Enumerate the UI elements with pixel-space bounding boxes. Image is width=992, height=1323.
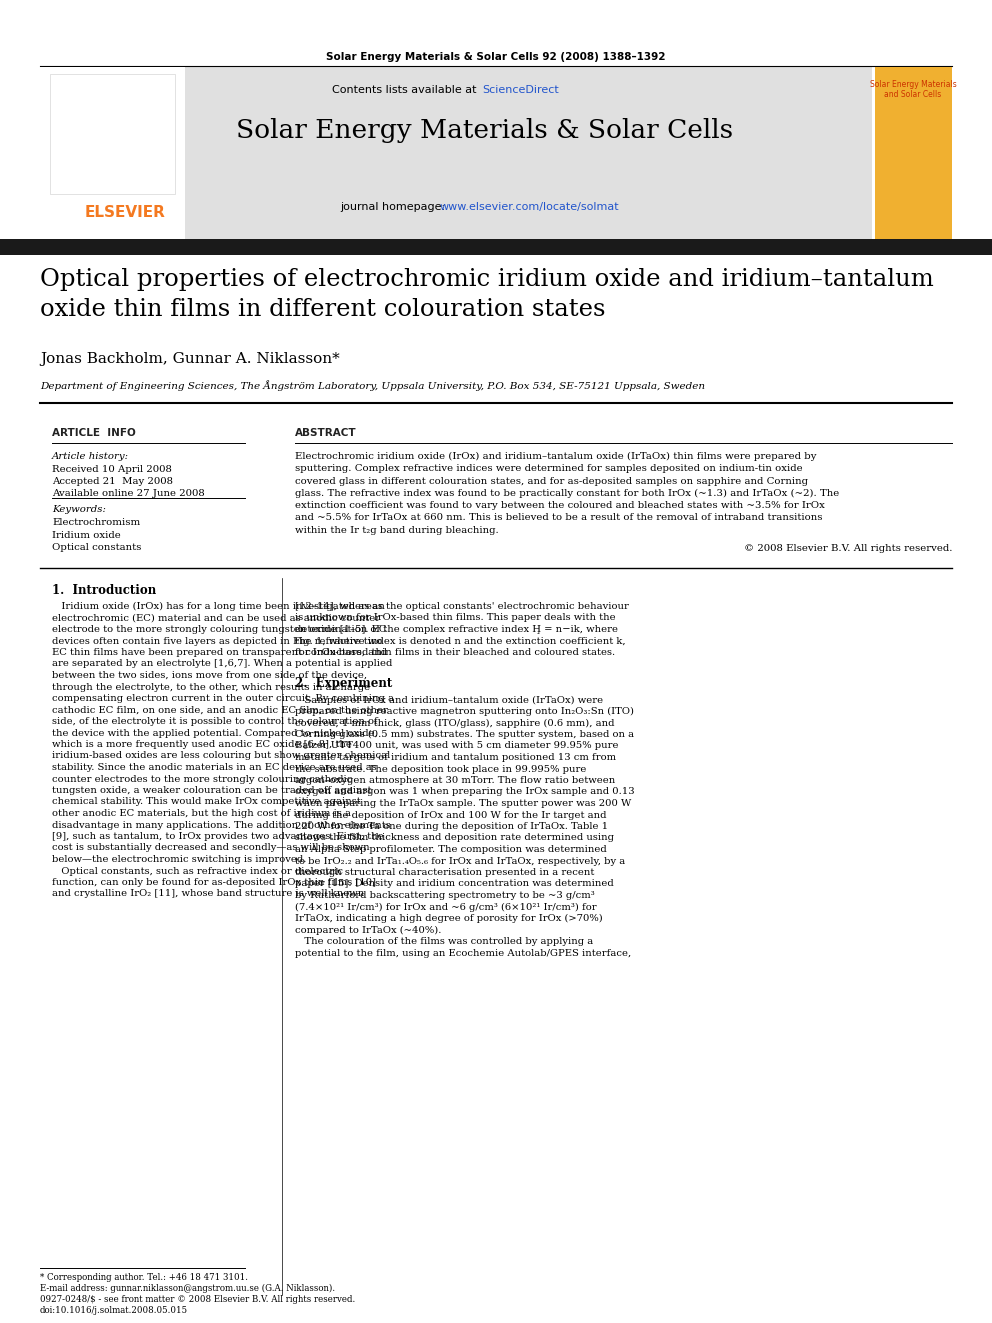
Text: shows the film thickness and deposition rate determined using: shows the film thickness and deposition … [295,833,614,843]
Text: www.elsevier.com/locate/solmat: www.elsevier.com/locate/solmat [440,202,620,212]
Text: cost is substantially decreased and secondly—as will be shown: cost is substantially decreased and seco… [52,844,370,852]
Text: Iridium oxide (IrOx) has for a long time been investigated as an: Iridium oxide (IrOx) has for a long time… [52,602,385,611]
Text: for IrOx-based thin films in their bleached and coloured states.: for IrOx-based thin films in their bleac… [295,648,615,658]
Text: determination of the complex refractive index Ḩ = n−ik, where: determination of the complex refractive … [295,624,618,634]
Text: glass. The refractive index was found to be practically constant for both IrOx (: glass. The refractive index was found to… [295,490,839,497]
Text: argon–oxygen atmosphere at 30 mTorr. The flow ratio between: argon–oxygen atmosphere at 30 mTorr. The… [295,777,615,785]
Text: E-mail address: gunnar.niklasson@angstrom.uu.se (G.A. Niklasson).: E-mail address: gunnar.niklasson@angstro… [40,1285,335,1293]
Text: potential to the film, using an Ecochemie Autolab/GPES interface,: potential to the film, using an Ecochemi… [295,949,631,958]
Text: the refractive index is denoted n and the extinction coefficient k,: the refractive index is denoted n and th… [295,636,626,646]
Text: Contents lists available at: Contents lists available at [332,85,480,95]
Text: [9], such as tantalum, to IrOx provides two advantages. First, the: [9], such as tantalum, to IrOx provides … [52,832,384,841]
Text: metallic targets of iridium and tantalum positioned 13 cm from: metallic targets of iridium and tantalum… [295,753,616,762]
Text: an Alpha Step profilometer. The composition was determined: an Alpha Step profilometer. The composit… [295,845,607,855]
Text: 2.  Experiment: 2. Experiment [295,677,392,691]
Text: Solar Energy Materials & Solar Cells 92 (2008) 1388–1392: Solar Energy Materials & Solar Cells 92 … [326,52,666,62]
Text: Solar Energy Materials & Solar Cells: Solar Energy Materials & Solar Cells [236,118,733,143]
Text: through the electrolyte, to the other, which results in a charge: through the electrolyte, to the other, w… [52,683,370,692]
Text: 1.  Introduction: 1. Introduction [52,583,157,597]
Text: thorough structural characterisation presented in a recent: thorough structural characterisation pre… [295,868,594,877]
Text: electrochromic (EC) material and can be used as anodic counter: electrochromic (EC) material and can be … [52,614,380,623]
Text: The colouration of the films was controlled by applying a: The colouration of the films was control… [295,937,593,946]
Text: Samples of IrOx and iridium–tantalum oxide (IrTaOx) were: Samples of IrOx and iridium–tantalum oxi… [295,696,603,705]
Text: prepared using reactive magnetron sputtering onto In₂O₃:Sn (ITO): prepared using reactive magnetron sputte… [295,706,634,716]
Text: * Corresponding author. Tel.: +46 18 471 3101.: * Corresponding author. Tel.: +46 18 471… [40,1273,248,1282]
Text: Article history:: Article history: [52,452,129,460]
Text: function, can only be found for as-deposited IrOx thin films [10]: function, can only be found for as-depos… [52,878,376,886]
Text: 0927-0248/$ - see front matter © 2008 Elsevier B.V. All rights reserved.: 0927-0248/$ - see front matter © 2008 El… [40,1295,355,1304]
Text: below—the electrochromic switching is improved.: below—the electrochromic switching is im… [52,855,307,864]
Text: Accepted 21  May 2008: Accepted 21 May 2008 [52,478,173,486]
Text: doi:10.1016/j.solmat.2008.05.015: doi:10.1016/j.solmat.2008.05.015 [40,1306,188,1315]
Text: Solar Energy Materials
and Solar Cells: Solar Energy Materials and Solar Cells [870,79,956,99]
Text: Department of Engineering Sciences, The Ångström Laboratory, Uppsala University,: Department of Engineering Sciences, The … [40,380,705,390]
Text: during the deposition of IrOx and 100 W for the Ir target and: during the deposition of IrOx and 100 W … [295,811,606,819]
Text: to be IrO₂.₂ and IrTa₁.₄O₅.₆ for IrOx and IrTaOx, respectively, by a: to be IrO₂.₂ and IrTa₁.₄O₅.₆ for IrOx an… [295,856,625,865]
Text: ARTICLE  INFO: ARTICLE INFO [52,429,136,438]
Text: Optical constants, such as refractive index or dielectric: Optical constants, such as refractive in… [52,867,343,876]
Text: Electrochromic iridium oxide (IrOx) and iridium–tantalum oxide (IrTaOx) thin fil: Electrochromic iridium oxide (IrOx) and … [295,452,816,462]
Text: Keywords:: Keywords: [52,505,106,515]
Text: the substrate. The deposition took place in 99.995% pure: the substrate. The deposition took place… [295,765,586,774]
Text: within the Ir t₂g band during bleaching.: within the Ir t₂g band during bleaching. [295,525,499,534]
Text: tungsten oxide, a weaker colouration can be traded off against: tungsten oxide, a weaker colouration can… [52,786,371,795]
Text: © 2008 Elsevier B.V. All rights reserved.: © 2008 Elsevier B.V. All rights reserved… [743,544,952,553]
Text: [12–14], whereas the optical constants' electrochromic behaviour: [12–14], whereas the optical constants' … [295,602,629,611]
Text: ScienceDirect: ScienceDirect [482,85,558,95]
Text: covered glass in different colouration states, and for as-deposited samples on s: covered glass in different colouration s… [295,476,808,486]
Text: between the two sides, ions move from one side of the device,: between the two sides, ions move from on… [52,671,367,680]
Text: (7.4×10²¹ Ir/cm³) for IrOx and ~6 g/cm³ (6×10²¹ Ir/cm³) for: (7.4×10²¹ Ir/cm³) for IrOx and ~6 g/cm³ … [295,902,596,912]
Text: IrTaOx, indicating a high degree of porosity for IrOx (>70%): IrTaOx, indicating a high degree of poro… [295,914,603,923]
Text: the device with the applied potential. Compared to nickel oxide,: the device with the applied potential. C… [52,729,378,737]
Text: chemical stability. This would make IrOx competitive against: chemical stability. This would make IrOx… [52,798,361,807]
Text: extinction coefficient was found to vary between the coloured and bleached state: extinction coefficient was found to vary… [295,501,825,511]
Text: paper [15]. Density and iridium concentration was determined: paper [15]. Density and iridium concentr… [295,880,614,889]
Text: ABSTRACT: ABSTRACT [295,429,357,438]
Text: Optical constants: Optical constants [52,542,142,552]
Bar [50,74,175,194]
Text: stability. Since the anodic materials in an EC device are used as: stability. Since the anodic materials in… [52,763,377,773]
Bar [875,67,952,239]
Text: Jonas Backholm, Gunnar A. Niklasson*: Jonas Backholm, Gunnar A. Niklasson* [40,352,339,366]
Text: devices often contain five layers as depicted in Fig. 1, where two: devices often contain five layers as dep… [52,636,382,646]
Text: and crystalline IrO₂ [11], whose band structure is well known: and crystalline IrO₂ [11], whose band st… [52,889,364,898]
Text: when preparing the IrTaOx sample. The sputter power was 200 W: when preparing the IrTaOx sample. The sp… [295,799,631,808]
Text: compared to IrTaOx (~40%).: compared to IrTaOx (~40%). [295,926,441,934]
Text: other anodic EC materials, but the high cost of iridium is a: other anodic EC materials, but the high … [52,808,351,818]
Text: cathodic EC film, on one side, and an anodic EC film, on the other: cathodic EC film, on one side, and an an… [52,705,388,714]
Text: oxide thin films in different colouration states: oxide thin films in different colouratio… [40,298,605,321]
Text: iridium-based oxides are less colouring but show greater chemical: iridium-based oxides are less colouring … [52,751,390,761]
Text: ELSEVIER: ELSEVIER [85,205,166,220]
Text: compensating electron current in the outer circuit. By combining a: compensating electron current in the out… [52,695,394,703]
Text: covered, 1 mm thick, glass (ITO/glass), sapphire (0.6 mm), and: covered, 1 mm thick, glass (ITO/glass), … [295,718,614,728]
Text: oxygen and argon was 1 when preparing the IrOx sample and 0.13: oxygen and argon was 1 when preparing th… [295,787,635,796]
Text: Optical properties of electrochromic iridium oxide and iridium–tantalum: Optical properties of electrochromic iri… [40,269,933,291]
Text: Corning glass (0.5 mm) substrates. The sputter system, based on a: Corning glass (0.5 mm) substrates. The s… [295,730,634,740]
Text: Electrochromism: Electrochromism [52,519,140,527]
Bar [40,67,872,239]
Text: which is a more frequently used anodic EC oxide [6–8], the: which is a more frequently used anodic E… [52,740,352,749]
Text: 220 W for the Ta one during the deposition of IrTaOx. Table 1: 220 W for the Ta one during the depositi… [295,822,608,831]
Bar [0,239,992,255]
Bar [40,67,185,239]
Text: sputtering. Complex refractive indices were determined for samples deposited on : sputtering. Complex refractive indices w… [295,464,803,474]
Text: by Rutherford backscattering spectrometry to be ~3 g/cm³: by Rutherford backscattering spectrometr… [295,890,595,900]
Text: Available online 27 June 2008: Available online 27 June 2008 [52,490,204,497]
Text: counter electrodes to the more strongly colouring cathodic: counter electrodes to the more strongly … [52,774,352,783]
Text: Received 10 April 2008: Received 10 April 2008 [52,464,172,474]
Text: side, of the electrolyte it is possible to control the colouration of: side, of the electrolyte it is possible … [52,717,378,726]
Text: Iridium oxide: Iridium oxide [52,531,121,540]
Text: electrode to the more strongly colouring tungsten oxide [1–5]. EC: electrode to the more strongly colouring… [52,624,387,634]
Text: Balzer UTT400 unit, was used with 5 cm diameter 99.95% pure: Balzer UTT400 unit, was used with 5 cm d… [295,741,618,750]
Text: and ~5.5% for IrTaOx at 660 nm. This is believed to be a result of the removal o: and ~5.5% for IrTaOx at 660 nm. This is … [295,513,822,523]
Text: are separated by an electrolyte [1,6,7]. When a potential is applied: are separated by an electrolyte [1,6,7].… [52,659,393,668]
Text: is unknown for IrOx-based thin films. This paper deals with the: is unknown for IrOx-based thin films. Th… [295,614,616,623]
Text: EC thin films have been prepared on transparent conductors, and: EC thin films have been prepared on tran… [52,648,387,658]
Text: journal homepage:: journal homepage: [340,202,448,212]
Text: disadvantage in many applications. The addition of other elements: disadvantage in many applications. The a… [52,820,391,830]
